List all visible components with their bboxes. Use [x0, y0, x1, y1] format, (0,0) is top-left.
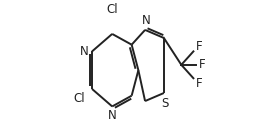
Text: F: F	[196, 39, 203, 53]
Text: S: S	[161, 97, 169, 110]
Text: Cl: Cl	[106, 3, 118, 17]
Text: F: F	[199, 58, 205, 71]
Text: Cl: Cl	[73, 92, 85, 105]
Text: N: N	[108, 109, 117, 122]
Text: F: F	[196, 77, 203, 90]
Text: N: N	[142, 14, 151, 27]
Text: N: N	[80, 45, 89, 58]
